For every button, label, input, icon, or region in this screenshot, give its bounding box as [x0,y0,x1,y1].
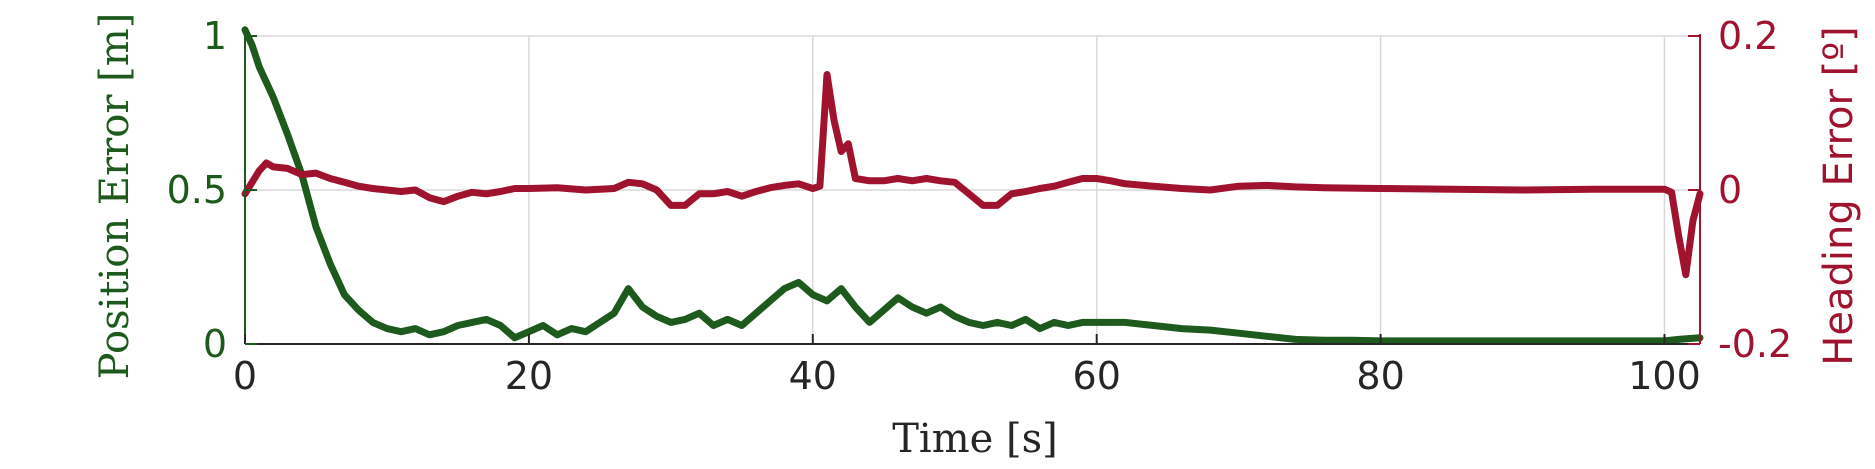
x-tick-label: 80 [1356,354,1404,398]
tick-labels: 0 20 40 60 80 100 0 0.5 1 -0.2 0 0.2 [167,14,1793,398]
x-tick-label: 60 [1073,354,1121,398]
x-tick-label: 0 [233,354,257,398]
axes [244,34,1701,345]
series-lines [241,26,1704,345]
y-right-tick-label: 0.2 [1718,14,1778,58]
position-error-line [241,26,1704,345]
x-tick-label: 20 [505,354,553,398]
y-right-axis-label: Heading Error [º] [1816,26,1862,365]
y-left-tick-label: 0.5 [167,168,227,212]
x-tick-label: 100 [1628,354,1701,398]
y-left-tick-label: 0 [203,322,227,366]
y-right-tick-label: 0 [1718,168,1742,212]
y-left-tick-label: 1 [203,14,227,58]
x-axis-label: Time [s] [892,416,1058,462]
heading-error-line [241,71,1704,279]
x-tick-label: 40 [789,354,837,398]
y-right-tick-label: -0.2 [1718,322,1792,366]
y-left-axis-label: Position Error [m] [92,13,138,380]
